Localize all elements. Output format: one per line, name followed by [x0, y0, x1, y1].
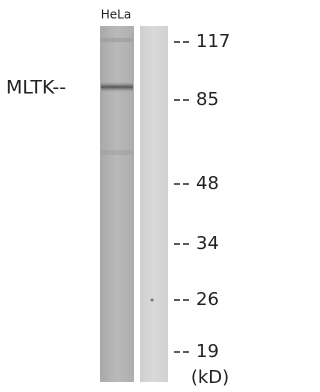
- marker-label: 85: [196, 89, 219, 110]
- faint-band: [101, 38, 133, 42]
- lane-hela: [100, 26, 134, 382]
- speck: [151, 299, 154, 302]
- band-label: MLTK--: [6, 77, 66, 99]
- lane-label: HeLa: [101, 8, 131, 22]
- marker-label: 48: [196, 173, 219, 194]
- marker-label: 34: [196, 233, 219, 254]
- unit-label: (kD): [191, 367, 229, 388]
- marker-label: 26: [196, 289, 219, 310]
- lane-control: [140, 26, 168, 382]
- mltk-band: [101, 82, 133, 92]
- marker-label: 117: [196, 31, 230, 52]
- faint-band: [101, 150, 133, 155]
- marker-label: 19: [196, 341, 219, 362]
- blot-figure: HeLa MLTK-- (kD) 117 85 48 34 26 19: [0, 0, 246, 392]
